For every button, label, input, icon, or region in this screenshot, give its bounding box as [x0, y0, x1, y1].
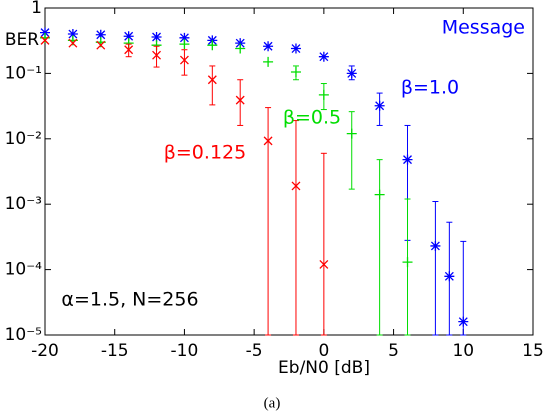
- marker: [402, 257, 413, 268]
- marker: [96, 40, 106, 50]
- marker: [318, 89, 329, 100]
- plot-frame: [44, 7, 534, 336]
- marker: [346, 68, 357, 79]
- marker: [318, 51, 329, 62]
- annotation: β=1.0: [401, 77, 459, 99]
- x-axis-label: Eb/N0 [dB]: [278, 358, 370, 378]
- marker: [67, 29, 78, 40]
- caption: (a): [264, 395, 281, 411]
- marker: [123, 31, 134, 42]
- marker: [40, 35, 50, 45]
- marker: [263, 41, 274, 52]
- marker: [235, 43, 246, 54]
- marker: [402, 154, 413, 165]
- x-tick-label: -10: [171, 341, 199, 361]
- marker: [444, 271, 455, 282]
- x-tick-label: 10: [452, 341, 474, 361]
- marker: [458, 316, 469, 327]
- marker: [374, 189, 385, 200]
- marker: [179, 39, 190, 50]
- marker: [68, 38, 78, 48]
- marker: [151, 32, 162, 43]
- marker: [207, 75, 217, 85]
- x-tick-label: -5: [246, 341, 263, 361]
- marker: [152, 50, 162, 60]
- marker: [207, 40, 218, 51]
- annotation: β=0.125: [164, 142, 246, 164]
- marker: [430, 240, 441, 251]
- marker: [263, 56, 274, 67]
- marker: [263, 136, 273, 146]
- marker: [179, 55, 189, 65]
- marker: [95, 29, 106, 40]
- legend-title: Message: [442, 17, 525, 39]
- y-axis-label: BER: [5, 30, 39, 50]
- marker: [40, 27, 50, 38]
- annotation: β=0.5: [283, 107, 341, 129]
- y-tick-label: 10⁻⁵: [5, 325, 42, 345]
- y-tick-label: 1: [31, 0, 42, 18]
- y-tick-label: 10⁻⁴: [5, 260, 43, 280]
- marker: [179, 32, 190, 43]
- marker: [374, 100, 385, 111]
- x-tick-label: 5: [388, 341, 399, 361]
- marker: [290, 43, 301, 54]
- x-tick-label: 0: [318, 341, 329, 361]
- x-tick-label: -15: [101, 341, 129, 361]
- marker: [124, 45, 134, 55]
- marker: [319, 259, 329, 269]
- marker: [40, 32, 50, 43]
- x-tick-label: 15: [522, 341, 544, 361]
- marker: [290, 67, 301, 78]
- marker: [291, 181, 301, 191]
- annotation: α=1.5, N=256: [61, 289, 198, 311]
- y-tick-label: 10⁻³: [5, 194, 42, 214]
- marker: [235, 38, 246, 49]
- marker: [235, 95, 245, 105]
- y-tick-label: 10⁻¹: [5, 63, 42, 83]
- x-tick-label: -20: [31, 341, 59, 361]
- y-tick-label: 10⁻²: [5, 129, 42, 149]
- marker: [346, 128, 357, 139]
